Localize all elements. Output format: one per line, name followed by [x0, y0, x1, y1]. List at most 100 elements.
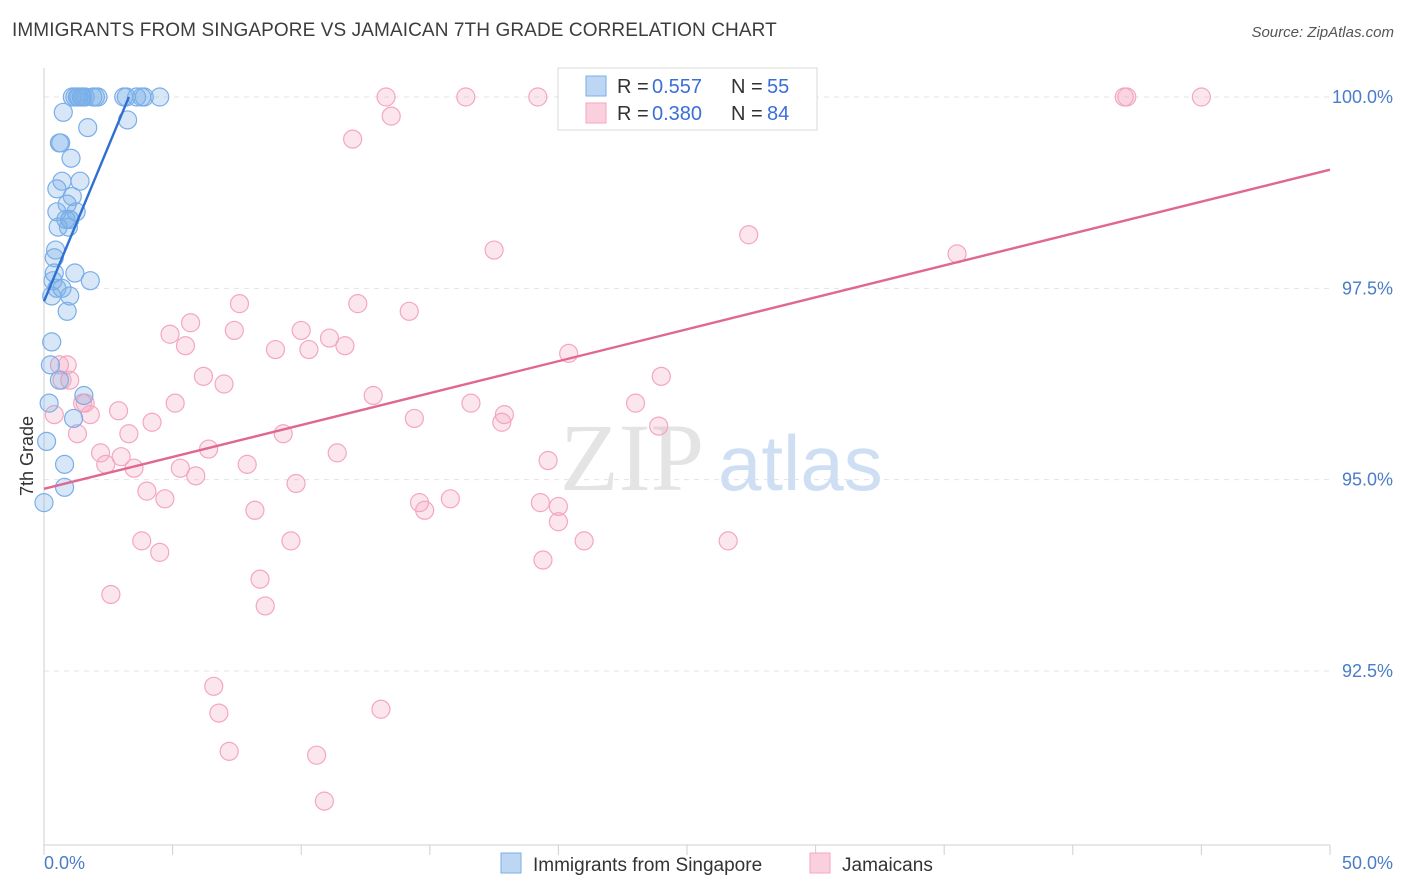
jamaicans-point — [155, 489, 175, 509]
singapore-point — [48, 217, 68, 237]
jamaicans-point — [90, 443, 111, 463]
jamaicans-point — [1117, 87, 1137, 107]
legend-n-value-2: 84 — [767, 103, 789, 125]
jamaicans-point — [101, 584, 121, 605]
jamaicans-point — [456, 87, 476, 107]
jamaicans-point — [255, 596, 275, 616]
singapore-point — [88, 87, 108, 107]
axes — [43, 68, 1331, 855]
singapore-points — [34, 87, 170, 513]
singapore-point — [80, 271, 100, 291]
jamaicans-point — [67, 424, 88, 444]
trend-lines — [42, 96, 1331, 491]
jamaicans-point — [224, 320, 244, 341]
jamaicans-point — [108, 401, 129, 421]
y-tick-label: 97.5% — [1342, 278, 1393, 298]
jamaicans-point — [307, 745, 327, 765]
jamaicans-point — [193, 366, 214, 386]
singapore-point — [70, 171, 90, 191]
singapore-point — [49, 133, 70, 153]
jamaicans-point — [229, 294, 250, 314]
y-tick-label: 100.0% — [1332, 87, 1393, 107]
singapore-point — [78, 118, 98, 138]
jamaicans-point — [625, 393, 646, 413]
legend-n-label-1: N = — [731, 76, 763, 98]
jamaicans-point — [371, 699, 391, 719]
jamaicans-point — [286, 473, 306, 494]
singapore-point — [40, 355, 61, 375]
jamaicans-point — [343, 129, 363, 149]
jamaicans-point — [80, 405, 100, 425]
jamaicans-point — [57, 355, 77, 375]
bottom-legend-singapore: Immigrants from Singapore — [533, 855, 762, 876]
axis-ticks: 100.0% 97.5% 95.0% 92.5% 0.0% 50.0% — [44, 87, 1393, 873]
jamaicans-point — [170, 458, 190, 478]
legend-swatch-jamaicans — [585, 102, 607, 124]
jamaicans-point — [142, 412, 162, 432]
singapore-point — [53, 102, 73, 122]
singapore-point — [34, 493, 54, 513]
y-tick-label: 95.0% — [1342, 470, 1393, 490]
jamaicans-point — [250, 569, 270, 589]
jamaicans-point — [237, 454, 257, 474]
jamaicans-point — [265, 339, 286, 360]
jamaicans-point — [492, 412, 512, 432]
bottom-legend-swatch-singapore — [500, 852, 522, 874]
jamaicans-point — [75, 393, 95, 413]
singapore-point — [62, 186, 82, 207]
singapore-point — [63, 408, 84, 429]
jamaicans-point — [281, 531, 301, 551]
jamaicans-point — [376, 87, 396, 107]
legend-n-value-1: 55 — [767, 76, 789, 98]
legend-swatch-singapore — [585, 75, 607, 97]
legend-r-value-2: 0.380 — [652, 103, 702, 125]
legend-n-label-2: N = — [731, 103, 763, 125]
jamaicans-point — [291, 320, 311, 341]
jamaicans-point — [574, 531, 594, 551]
jamaicans-point — [530, 493, 550, 513]
jamaicans-point — [363, 385, 383, 406]
legend-r-label-2: R = — [617, 103, 649, 125]
singapore-point — [61, 148, 81, 168]
jamaicans-point — [119, 424, 139, 444]
y-tick-label: 92.5% — [1342, 661, 1393, 681]
jamaicans-point — [348, 294, 368, 314]
singapore-point — [65, 263, 85, 283]
singapore-point — [49, 370, 70, 390]
legend-r-value-1: 0.557 — [652, 76, 702, 98]
singapore-point — [52, 278, 72, 298]
jamaicans-point — [204, 676, 224, 696]
singapore-point — [74, 385, 94, 406]
singapore-point — [150, 87, 170, 107]
jamaicans-point — [335, 336, 355, 356]
x-tick-label-max: 50.0% — [1342, 853, 1393, 873]
jamaicans-point — [165, 393, 185, 413]
y-axis-title: 7th Grade — [17, 416, 37, 496]
jamaicans-point — [484, 240, 504, 260]
singapore-point — [57, 301, 77, 321]
jamaicans-point — [461, 393, 481, 413]
singapore-trend-line — [42, 96, 130, 302]
singapore-point — [134, 87, 154, 107]
jamaicans-point — [160, 324, 180, 344]
jamaicans-point — [548, 512, 569, 532]
jamaicans-point — [649, 416, 669, 436]
bottom-legend-swatch-jamaicans — [809, 852, 831, 874]
jamaicans-trend-line — [43, 168, 1331, 491]
jamaicans-point — [209, 703, 229, 723]
chart-title: IMMIGRANTS FROM SINGAPORE VS JAMAICAN 7T… — [12, 20, 777, 41]
jamaicans-point — [44, 405, 64, 425]
jamaicans-point — [651, 366, 671, 386]
jamaicans-point — [538, 450, 558, 471]
jamaicans-point — [186, 466, 206, 486]
source-label: Source: ZipAtlas.com — [1251, 24, 1394, 41]
jamaicans-point — [299, 339, 319, 360]
jamaicans-point — [181, 313, 201, 333]
x-tick-label-min: 0.0% — [44, 853, 85, 873]
bottom-legend-jamaicans: Jamaicans — [842, 855, 933, 876]
jamaicans-point — [399, 301, 419, 321]
singapore-point — [52, 171, 72, 191]
jamaicans-point — [314, 791, 334, 811]
jamaicans-point — [214, 374, 234, 394]
